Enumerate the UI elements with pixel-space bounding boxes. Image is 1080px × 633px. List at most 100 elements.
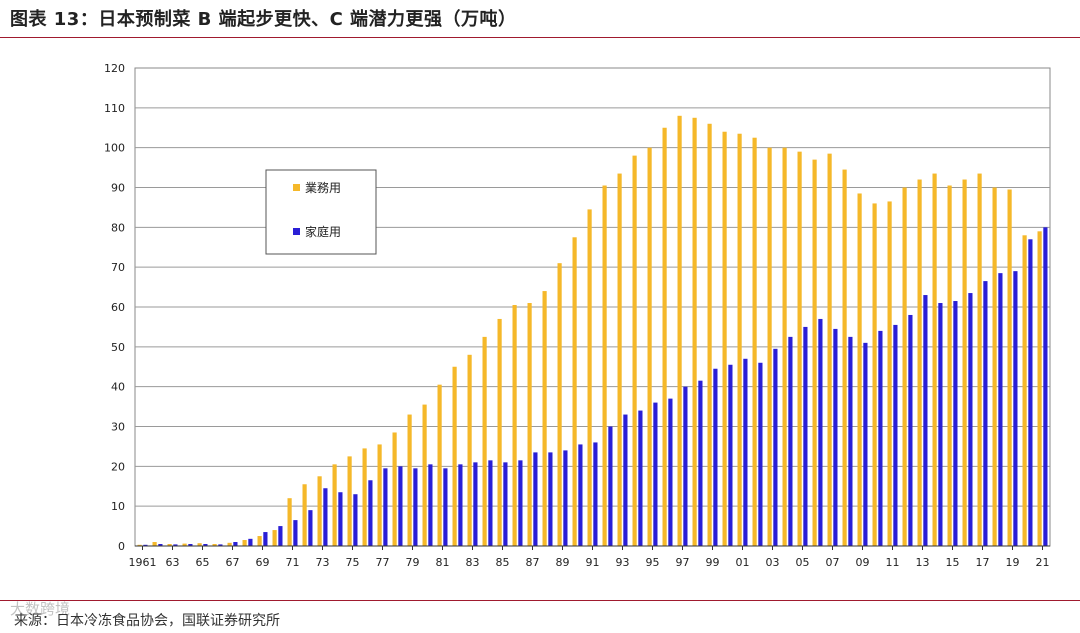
gridlines: [134, 67, 1051, 547]
bar-business: [827, 153, 832, 546]
bar-business: [437, 384, 442, 546]
bar-business: [572, 237, 577, 547]
bar-business: [317, 476, 322, 546]
bar-household: [218, 544, 223, 546]
bar-business: [932, 173, 937, 546]
bar-household: [728, 364, 733, 546]
x-tick-label: 73: [316, 556, 330, 569]
y-axis: 0 10 20 30 40 50 60 70 80 90 100 110 120: [104, 62, 1050, 553]
bar-business: [257, 536, 262, 546]
bar-business: [647, 147, 652, 547]
bar-business: [302, 484, 307, 546]
bar-household: [788, 336, 793, 547]
x-tick-label: 69: [256, 556, 270, 569]
bar-business: [677, 115, 682, 547]
bar-household: [743, 358, 748, 546]
y-tick-label: 0: [118, 540, 125, 553]
bar-business: [632, 155, 637, 546]
bar-business: [692, 117, 697, 546]
bar-business: [287, 498, 292, 546]
y-tick-label: 50: [111, 341, 125, 354]
bars: [137, 115, 1048, 547]
bar-household: [323, 488, 328, 546]
x-tick-label: 77: [376, 556, 390, 569]
x-tick-label: 05: [796, 556, 810, 569]
bar-business: [977, 173, 982, 546]
bar-household: [773, 348, 778, 546]
bar-household: [938, 303, 943, 546]
bar-business: [497, 318, 502, 546]
bar-household: [608, 426, 613, 546]
x-tick-label: 97: [676, 556, 690, 569]
bar-household: [758, 362, 763, 546]
bar-business: [842, 169, 847, 546]
x-tick-label: 09: [856, 556, 870, 569]
bar-business: [962, 179, 967, 546]
y-tick-label: 20: [111, 460, 125, 473]
bar-business: [332, 464, 337, 546]
y-tick-label: 30: [111, 421, 125, 434]
x-tick-label: 81: [436, 556, 450, 569]
bar-household: [143, 544, 148, 546]
bar-household: [443, 468, 448, 546]
bar-business: [422, 404, 427, 546]
bottom-rule: [0, 600, 1080, 601]
y-tick-label: 120: [104, 62, 125, 75]
bar-business: [887, 201, 892, 546]
bar-household: [668, 398, 673, 546]
bar-household: [278, 526, 283, 546]
top-rule: [0, 37, 1080, 38]
bar-household: [383, 468, 388, 546]
bar-household: [488, 460, 493, 546]
bar-business: [167, 544, 172, 546]
bar-household: [413, 468, 418, 546]
x-axis: 1961 63 65 67 69 71 73 75 77 79 81 83 85 87 89 91 93 95 97…: [129, 546, 1050, 569]
bar-business: [482, 336, 487, 547]
bar-business: [272, 530, 277, 546]
y-tick-label: 10: [111, 500, 125, 513]
bar-household: [338, 492, 343, 546]
bar-household: [623, 414, 628, 546]
bar-household: [263, 532, 268, 546]
x-tick-label: 91: [586, 556, 600, 569]
x-tick-label: 15: [946, 556, 960, 569]
x-tick-label: 93: [616, 556, 630, 569]
bar-household: [878, 330, 883, 546]
x-tick-label: 95: [646, 556, 660, 569]
bar-business: [752, 137, 757, 546]
bar-household: [593, 442, 598, 546]
y-tick-label: 100: [104, 142, 125, 155]
bar-household: [563, 450, 568, 546]
bar-business: [182, 543, 187, 546]
x-tick-label: 79: [406, 556, 420, 569]
bar-household: [1043, 227, 1048, 546]
bar-business: [737, 133, 742, 546]
x-tick-label: 75: [346, 556, 360, 569]
bar-household: [518, 460, 523, 546]
bar-household: [578, 444, 583, 546]
bar-business: [1022, 235, 1027, 547]
bar-business: [1037, 231, 1042, 546]
bar-business: [512, 305, 517, 546]
bar-business: [137, 544, 142, 546]
bar-household: [368, 480, 373, 546]
x-tick-label: 11: [886, 556, 900, 569]
x-tick-label: 83: [466, 556, 480, 569]
bar-business: [797, 151, 802, 546]
bar-business: [542, 291, 547, 546]
bar-household: [638, 410, 643, 546]
bar-household: [188, 544, 193, 546]
bar-business: [872, 203, 877, 546]
legend-label-household: 家庭用: [305, 224, 341, 239]
bar-business: [782, 147, 787, 547]
bar-household: [248, 538, 253, 546]
bar-household: [653, 402, 658, 546]
bar-household: [683, 386, 688, 546]
bar-household: [848, 336, 853, 547]
bar-business: [947, 185, 952, 546]
bar-business: [212, 544, 217, 546]
bar-household: [713, 368, 718, 546]
x-tick-label: 85: [496, 556, 510, 569]
bar-business: [767, 147, 772, 547]
